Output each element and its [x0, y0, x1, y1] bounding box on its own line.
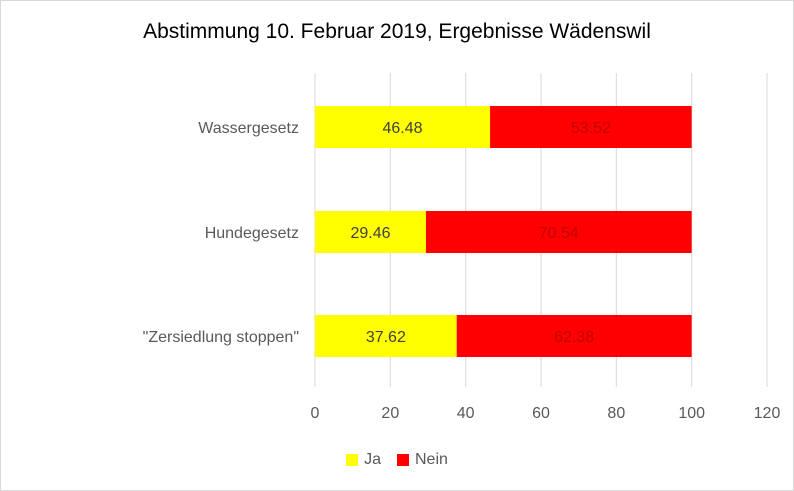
x-tick-label-2: 40 — [457, 405, 475, 422]
data-label-nein-2: 62.38 — [554, 329, 594, 346]
bar-ja-1 — [315, 211, 426, 253]
legend-swatch-ja — [346, 454, 359, 466]
x-tick-label-1: 20 — [381, 405, 399, 422]
x-tick-label-4: 80 — [607, 405, 625, 422]
bar-ja-2 — [315, 315, 457, 357]
x-tick-label-0: 0 — [311, 405, 320, 422]
category-label-1: Hundegesetz — [205, 225, 299, 242]
x-tick-label-6: 120 — [754, 405, 781, 422]
data-label-ja-2: 37.62 — [366, 329, 406, 346]
bar-nein-2 — [456, 315, 692, 357]
legend-item-ja: Ja — [346, 451, 381, 469]
x-tick-label-5: 100 — [678, 405, 705, 422]
category-label-0: Wassergesetz — [198, 120, 299, 137]
legend-label-ja: Ja — [364, 451, 381, 468]
bar-nein-1 — [425, 211, 692, 253]
legend-item-nein: Nein — [397, 451, 448, 469]
category-label-2: "Zersiedlung stoppen" — [143, 329, 299, 346]
data-label-ja-1: 29.46 — [350, 225, 390, 242]
data-label-nein-1: 70.54 — [539, 225, 579, 242]
legend-label-nein: Nein — [415, 451, 448, 468]
legend: Ja Nein — [1, 451, 793, 469]
bar-nein-0 — [490, 106, 692, 148]
data-label-nein-0: 53.52 — [571, 120, 611, 137]
chart-title: Abstimmung 10. Februar 2019, Ergebnisse … — [143, 20, 651, 43]
bar-ja-0 — [315, 106, 491, 148]
x-tick-label-3: 60 — [532, 405, 550, 422]
data-label-ja-0: 46.48 — [383, 120, 423, 137]
legend-swatch-nein — [397, 454, 409, 466]
